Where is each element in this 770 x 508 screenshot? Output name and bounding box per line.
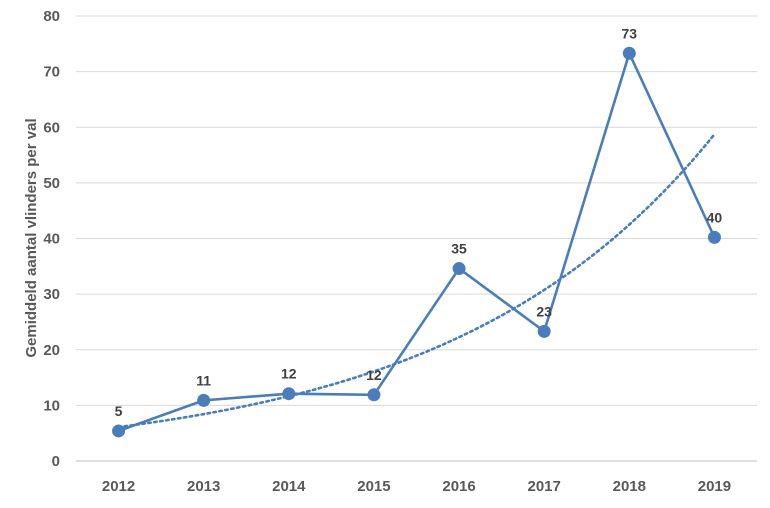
y-tick-label: 80 — [43, 8, 60, 25]
x-tick-label: 2016 — [442, 478, 475, 495]
trendline — [117, 132, 716, 429]
x-axis-ticks: 2012 2013 2014 2015 2016 2017 2018 2019 — [102, 478, 731, 495]
data-point — [112, 424, 126, 438]
y-axis-label: Gemiddeld aantal vlinders per val — [23, 118, 40, 357]
y-tick-label: 50 — [43, 175, 60, 192]
x-tick-label: 2012 — [102, 478, 135, 495]
data-label: 12 — [366, 367, 382, 383]
y-tick-label: 40 — [43, 231, 60, 248]
x-tick-label: 2014 — [272, 478, 306, 495]
data-point — [622, 46, 636, 60]
y-tick-label: 30 — [43, 286, 60, 303]
data-label: 11 — [196, 372, 211, 388]
series-polyline — [118, 51, 716, 433]
data-point — [537, 324, 551, 338]
x-tick-label: 2019 — [698, 478, 731, 495]
y-tick-label: 0 — [52, 453, 60, 470]
data-point — [282, 387, 296, 401]
data-point — [452, 262, 466, 276]
y-tick-label: 60 — [43, 119, 60, 136]
data-point — [367, 388, 381, 402]
x-tick-label: 2017 — [528, 478, 561, 495]
data-points — [112, 46, 721, 438]
trendline-path — [117, 132, 716, 429]
data-label: 73 — [622, 25, 638, 41]
gridlines — [76, 15, 757, 462]
data-point — [197, 393, 211, 407]
y-tick-label: 10 — [43, 397, 60, 414]
data-label: 5 — [115, 403, 123, 419]
data-label: 12 — [281, 366, 297, 382]
data-label: 35 — [451, 241, 467, 257]
y-tick-label: 20 — [43, 342, 60, 359]
y-tick-label: 70 — [43, 64, 60, 81]
x-tick-label: 2018 — [613, 478, 646, 495]
data-label: 23 — [536, 303, 552, 319]
x-tick-label: 2015 — [357, 478, 390, 495]
data-point — [707, 230, 721, 244]
series-line — [118, 51, 716, 433]
data-labels: 5 11 12 12 35 23 73 40 — [115, 25, 723, 419]
x-tick-label: 2013 — [187, 478, 220, 495]
y-axis-ticks: 0 10 20 30 40 50 60 70 80 — [43, 8, 60, 470]
data-label: 40 — [707, 209, 723, 225]
